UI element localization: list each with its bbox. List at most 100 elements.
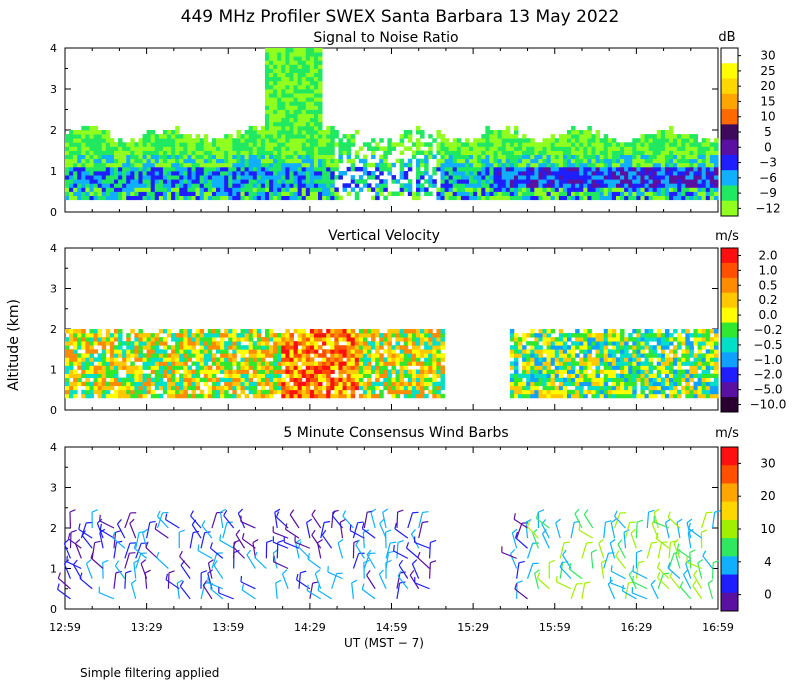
velocity-cell [701, 385, 707, 391]
snr-cell [538, 166, 543, 172]
velocity-cell [73, 389, 78, 395]
velocity-cell [85, 377, 90, 383]
snr-cell [167, 158, 172, 164]
velocity-cell [542, 393, 547, 399]
velocity-cell [216, 349, 221, 354]
snr-cell [171, 195, 176, 201]
velocity-cell [138, 357, 143, 362]
snr-cell [301, 56, 307, 61]
velocity-cell [318, 361, 323, 366]
velocity-cell [403, 373, 409, 378]
velocity-cell [118, 345, 123, 350]
snr-cell [542, 191, 547, 196]
snr-cell [648, 154, 654, 160]
velocity-cell [628, 345, 633, 350]
snr-cell [216, 175, 221, 180]
velocity-cell [579, 385, 584, 391]
velocity-cell [648, 389, 654, 395]
snr-cell [297, 162, 303, 168]
velocity-cell [256, 393, 262, 399]
snr-cell [89, 142, 94, 147]
velocity-cell [175, 393, 180, 399]
snr-cell [273, 191, 278, 196]
snr-cell [179, 183, 184, 188]
snr-cell [473, 179, 478, 184]
snr-cell [583, 175, 588, 180]
snr-cell [93, 195, 99, 201]
snr-cell [579, 142, 584, 147]
velocity-cell [709, 393, 715, 399]
snr-cell [579, 158, 584, 164]
velocity-cell [248, 333, 254, 338]
snr-cell [562, 158, 568, 164]
velocity-cell [379, 345, 384, 350]
velocity-cell [705, 329, 711, 334]
snr-cell [260, 134, 266, 139]
velocity-cell [603, 369, 609, 374]
velocity-cell [85, 373, 90, 378]
snr-cell [269, 130, 274, 135]
snr-cell [713, 162, 719, 168]
snr-cell [228, 146, 233, 151]
snr-cell [469, 154, 474, 160]
snr-cell [162, 171, 168, 176]
velocity-cell [252, 353, 258, 358]
colorbar-label: 0 [764, 140, 772, 154]
snr-cell [240, 187, 245, 192]
snr-cell [411, 150, 417, 155]
velocity-cell [652, 349, 658, 354]
snr-cell [558, 191, 564, 196]
velocity-cell [126, 365, 131, 370]
snr-cell [269, 52, 274, 57]
snr-cell [583, 134, 588, 139]
snr-cell [595, 195, 601, 201]
velocity-cell [595, 345, 601, 350]
velocity-cell [379, 361, 384, 366]
snr-cell [562, 183, 568, 188]
velocity-cell [420, 385, 425, 391]
velocity-cell [244, 349, 250, 354]
velocity-cell [240, 337, 245, 342]
velocity-cell [346, 357, 352, 362]
velocity-cell [440, 333, 445, 338]
velocity-cell [338, 385, 343, 391]
velocity-cell [97, 337, 103, 342]
snr-cell [603, 142, 609, 147]
snr-cell [701, 158, 707, 164]
snr-cell [326, 134, 331, 139]
velocity-cell [338, 353, 343, 358]
snr-cell [162, 183, 168, 188]
velocity-cell [109, 357, 115, 362]
velocity-cell [387, 349, 392, 354]
snr-cell [256, 154, 262, 160]
snr-cell [85, 179, 90, 184]
velocity-cell [326, 381, 331, 387]
velocity-cell [583, 337, 588, 342]
snr-cell [415, 125, 421, 131]
snr-cell [211, 166, 217, 172]
snr-cell [579, 183, 584, 188]
snr-cell [256, 195, 262, 201]
snr-cell [428, 142, 433, 147]
velocity-cell [603, 345, 609, 350]
velocity-cell [652, 381, 658, 387]
snr-cell [269, 191, 274, 196]
snr-cell [522, 150, 527, 155]
velocity-cell [383, 341, 388, 346]
velocity-cell [558, 361, 564, 366]
snr-cell [313, 89, 319, 94]
snr-cell [326, 171, 331, 176]
velocity-cell [73, 373, 78, 378]
snr-cell [207, 162, 213, 168]
velocity-cell [620, 349, 625, 354]
snr-cell [85, 191, 90, 196]
snr-cell [562, 191, 568, 196]
y-tick-label: 3 [50, 283, 57, 296]
velocity-cell [415, 345, 421, 350]
velocity-cell [134, 373, 139, 378]
velocity-cell [228, 377, 233, 383]
snr-cell [424, 166, 429, 172]
snr-cell [607, 171, 613, 176]
velocity-cell [309, 361, 315, 366]
snr-cell [203, 175, 209, 180]
